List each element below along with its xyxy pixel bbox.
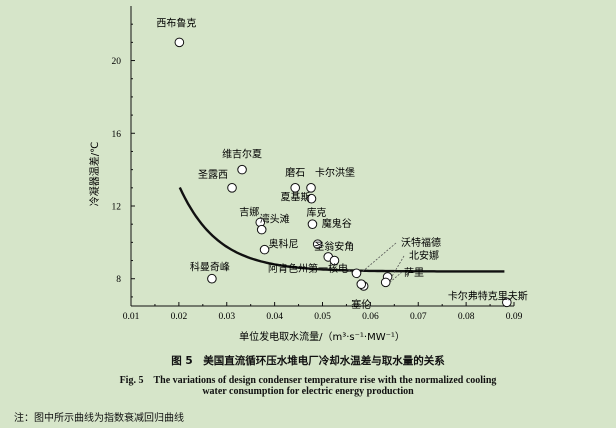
figure-caption-english-line1: Fig. 5 The variations of design condense… bbox=[119, 375, 497, 386]
x-tick-label: 0.04 bbox=[266, 312, 283, 322]
point-label: 卡尔弗特克里夫斯 bbox=[448, 289, 528, 302]
point-label: 北安娜 bbox=[409, 249, 439, 262]
data-points bbox=[174, 37, 512, 308]
point-label: 魔鬼谷 bbox=[322, 217, 352, 230]
point-label: 湾头滩 bbox=[260, 213, 290, 226]
x-tick-label: 0.09 bbox=[506, 312, 523, 322]
point-label: 磨石 bbox=[285, 167, 305, 179]
point-label: 奥科尼 bbox=[269, 238, 299, 251]
point-label: 维吉尔夏 bbox=[222, 148, 262, 161]
point-label: 吉娜 bbox=[239, 205, 259, 218]
x-axis-title: 单位发电取水流量/（m³·s⁻¹·MW⁻¹） bbox=[239, 330, 405, 343]
point-label: 阿肯色州第一核电 bbox=[268, 262, 348, 275]
point-label: 萨里 bbox=[404, 267, 424, 279]
y-tick-label: 8 bbox=[116, 275, 121, 285]
chart: 0.01 0.02 0.03 0.04 0.05 0.06 0.07 0.08 0.09 8 12 1… bbox=[88, 6, 528, 343]
point-label: 卡尔洪堡 bbox=[315, 166, 355, 179]
data-point bbox=[307, 219, 318, 229]
figure-caption-chinese: 图 5 美国直流循环压水堆电厂冷却水温差与取水量的关系 bbox=[171, 355, 445, 367]
point-label: 圣露西 bbox=[198, 169, 228, 181]
y-axis-title: 冷凝器温差/℃ bbox=[88, 142, 101, 207]
leader-line bbox=[360, 242, 397, 274]
data-point bbox=[174, 37, 185, 48]
fit-curve-layer bbox=[178, 186, 505, 273]
x-tick-label: 0.06 bbox=[362, 312, 379, 322]
x-tick-label: 0.08 bbox=[458, 312, 475, 322]
data-point bbox=[329, 255, 340, 266]
data-point bbox=[237, 164, 247, 175]
x-tick-label: 0.01 bbox=[123, 312, 140, 322]
data-point bbox=[356, 279, 367, 289]
y-tick-label: 12 bbox=[112, 203, 122, 213]
data-point bbox=[207, 273, 217, 284]
figure-note: 注：图中所示曲线为指数衰减回归曲线 bbox=[14, 413, 184, 424]
leader-line bbox=[389, 271, 403, 283]
axes: 0.01 0.02 0.03 0.04 0.05 0.06 0.07 0.08 0.09 8 12 1… bbox=[112, 6, 523, 322]
data-point bbox=[306, 193, 317, 204]
data-point bbox=[227, 183, 237, 193]
data-point bbox=[502, 297, 512, 308]
point-label: 科曼奇峰 bbox=[190, 261, 230, 274]
point-label: 夏基斯 bbox=[280, 191, 310, 204]
figure-caption-english-line2: water consumption for electric energy pr… bbox=[202, 386, 414, 397]
fit-curve bbox=[178, 186, 505, 273]
x-tick-label: 0.03 bbox=[218, 312, 235, 322]
data-point bbox=[380, 277, 391, 288]
leader-lines bbox=[345, 242, 405, 287]
data-point bbox=[256, 224, 267, 235]
data-point bbox=[290, 183, 301, 193]
point-label: 沃特福德 bbox=[401, 236, 441, 249]
data-point bbox=[306, 183, 316, 193]
x-tick-label: 0.07 bbox=[410, 312, 427, 322]
x-tick-label: 0.05 bbox=[314, 312, 331, 322]
point-label: 库克 bbox=[306, 206, 326, 219]
point-label: 塞伦 bbox=[351, 298, 371, 311]
data-point bbox=[351, 268, 362, 279]
point-label: 西布鲁克 bbox=[156, 16, 196, 29]
data-point bbox=[312, 239, 323, 249]
x-tick-label: 0.02 bbox=[171, 312, 188, 322]
y-tick-label: 16 bbox=[112, 130, 122, 140]
point-label: 圣翁安角 bbox=[314, 240, 354, 253]
leader-line bbox=[391, 255, 405, 278]
data-point bbox=[259, 244, 270, 255]
y-tick-label: 20 bbox=[112, 57, 122, 67]
